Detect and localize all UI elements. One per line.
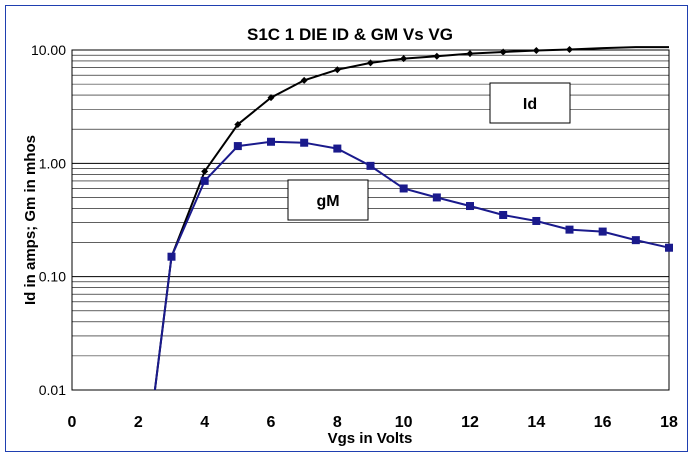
series-id bbox=[153, 46, 669, 391]
data-point bbox=[333, 144, 342, 153]
data-point bbox=[665, 243, 673, 252]
data-point bbox=[201, 167, 209, 175]
plot-area-border bbox=[71, 49, 670, 391]
data-point bbox=[300, 138, 309, 147]
data-point bbox=[499, 211, 508, 220]
x-tick-label: 10 bbox=[395, 414, 413, 431]
data-point bbox=[300, 76, 308, 84]
y-axis-label: Id in amps; Gm in mhos bbox=[22, 135, 39, 305]
y-tick-label: 10.00 bbox=[31, 42, 66, 58]
y-tick-labels: 0.01 0.10 1.00 10.00 bbox=[31, 42, 66, 398]
data-point bbox=[167, 252, 176, 261]
x-tick-label: 6 bbox=[267, 414, 276, 431]
y-tick-label: 0.10 bbox=[39, 269, 66, 285]
data-point bbox=[566, 46, 573, 54]
data-point bbox=[399, 184, 408, 193]
data-point bbox=[433, 52, 441, 60]
x-tick-label: 8 bbox=[333, 414, 342, 431]
annotation-gm-label: gM bbox=[316, 193, 339, 210]
x-tick-label: 12 bbox=[461, 414, 479, 431]
data-point bbox=[532, 46, 540, 54]
x-tick-label: 2 bbox=[134, 414, 143, 431]
data-point bbox=[532, 216, 541, 225]
data-point bbox=[367, 59, 374, 67]
annotation-gm-box: gM bbox=[287, 179, 369, 221]
x-tick-labels: 0 2 4 6 8 10 12 14 16 18 bbox=[68, 414, 678, 431]
y-tick-label: 0.01 bbox=[39, 382, 66, 398]
series-gm bbox=[153, 137, 673, 391]
data-point bbox=[432, 193, 441, 202]
chart-title: S1C 1 DIE ID & GM Vs VG bbox=[247, 25, 453, 44]
x-axis-label: Vgs in Volts bbox=[328, 430, 413, 447]
series-line-gm bbox=[153, 140, 670, 391]
x-tick-label: 14 bbox=[527, 414, 545, 431]
y-tick-label: 1.00 bbox=[39, 155, 66, 171]
series-line-id bbox=[153, 46, 669, 391]
data-point bbox=[333, 66, 341, 74]
data-point bbox=[466, 50, 474, 58]
x-tick-label: 0 bbox=[68, 414, 77, 431]
data-point bbox=[234, 121, 242, 129]
data-point bbox=[565, 225, 574, 234]
data-point bbox=[267, 94, 275, 102]
series-layer bbox=[153, 46, 673, 391]
data-point bbox=[631, 236, 640, 245]
x-tick-label: 16 bbox=[594, 414, 612, 431]
data-point bbox=[233, 142, 242, 151]
data-point bbox=[267, 137, 275, 146]
data-point bbox=[499, 48, 507, 56]
data-point bbox=[598, 227, 607, 236]
data-point bbox=[200, 176, 209, 185]
x-tick-label: 18 bbox=[660, 414, 678, 431]
data-point bbox=[466, 202, 474, 211]
annotation-id-label: Id bbox=[523, 96, 537, 113]
data-point bbox=[400, 55, 408, 63]
x-tick-label: 4 bbox=[200, 414, 209, 431]
chart-frame bbox=[5, 5, 688, 452]
annotation-id-box: Id bbox=[489, 82, 571, 124]
data-point bbox=[366, 161, 375, 170]
